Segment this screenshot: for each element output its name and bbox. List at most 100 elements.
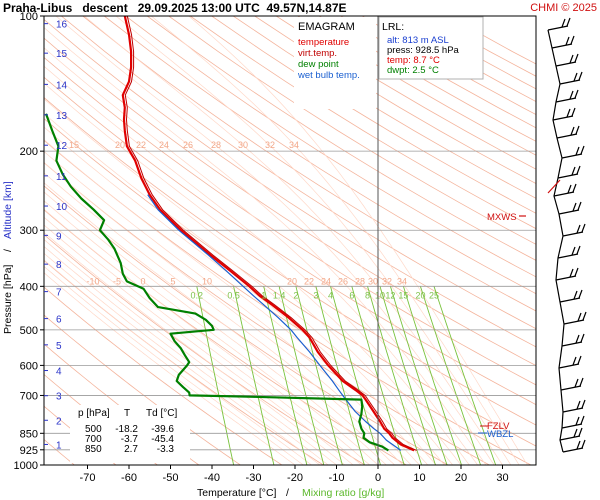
moist-adiabat-label: 30 <box>238 140 248 150</box>
y-axis-title-separator: / <box>2 249 14 252</box>
lrl-dwpt: dwpt: 2.5 °C <box>387 65 439 76</box>
wind-barb <box>561 153 583 159</box>
pressure-tick-label: 400 <box>20 281 38 293</box>
y-axis: 100 200 300 400 500 600 700 850 925 1000 <box>14 11 44 472</box>
wind-barb-flag <box>580 145 585 155</box>
wind-barb <box>557 173 579 179</box>
chart-title: Praha-Libus descent 29.09.2025 13:00 UTC… <box>3 1 347 15</box>
dry-adiabat <box>232 16 536 199</box>
moist-adiabat-label: 15 <box>69 140 79 150</box>
wind-barb-flag <box>576 440 581 450</box>
moist-adiabat-label: 5 <box>170 276 175 286</box>
wind-barb-flag <box>575 146 580 156</box>
moist-adiabat-label: 26 <box>338 276 348 286</box>
table-header-td: Td [°C] <box>146 408 177 419</box>
wind-barb-flag <box>578 289 583 299</box>
wind-barb-flag <box>575 334 580 344</box>
lrl-box: LRL: alt: 813 m ASL press: 928.5 hPa tem… <box>378 16 484 80</box>
y-axis-title: Pressure [hPa] <box>2 264 14 334</box>
pressure-tick-label: 200 <box>20 146 38 158</box>
altitude-km-label: 5 <box>56 341 62 352</box>
wind-barb-flag <box>578 427 583 437</box>
x-tick-label: -50 <box>163 472 179 484</box>
lrl-press: press: 928.5 hPa <box>387 45 460 56</box>
fzlv-label: FZLV <box>487 421 510 432</box>
wind-barb <box>547 25 569 31</box>
moist-adiabat-label: 22 <box>136 140 146 150</box>
series-layer <box>44 16 417 452</box>
mixing-ratio-label: 4 <box>328 290 333 300</box>
altitude-km-label: 13 <box>56 111 68 122</box>
moist-adiabat-label: 28 <box>355 276 365 286</box>
wind-barb-flag <box>574 267 579 277</box>
moist-adiabat-label: -10 <box>86 276 99 286</box>
wind-barb-flag <box>567 184 572 194</box>
legend-title: EMAGRAM <box>298 21 355 33</box>
wind-barb-flag <box>566 17 571 27</box>
table-cell: 850 <box>85 444 102 455</box>
mixing-ratio-label: 0.2 <box>191 290 204 300</box>
x-axis-title-mixing: Mixing ratio [g/kg] <box>302 487 384 499</box>
wind-barb-flag <box>571 107 576 117</box>
mxws-label: MXWS <box>487 212 517 223</box>
wind-barb-flag <box>582 311 587 321</box>
wind-barb-flag <box>576 400 581 410</box>
table-cell: -39.6 <box>151 424 174 435</box>
moist-adiabat-label: 24 <box>159 140 169 150</box>
wind-barb <box>558 363 580 369</box>
mixing-ratio-label: 0.5 <box>227 290 240 300</box>
x-tick-label: -40 <box>204 472 220 484</box>
moist-adiabat-label: 22 <box>304 276 314 286</box>
wind-barbs <box>547 17 587 453</box>
mixing-ratio-label: 1.4 <box>273 290 286 300</box>
altitude-km-label: 12 <box>56 141 68 152</box>
pressure-tick-label: 925 <box>20 445 38 457</box>
wind-barb-flag <box>572 202 577 212</box>
wind-barb-flag <box>570 126 575 136</box>
mixing-ratio-label: 12 <box>385 290 395 300</box>
altitude-km-label: 15 <box>56 49 68 60</box>
dry-adiabat <box>61 16 536 330</box>
x-tick-label: -70 <box>80 472 96 484</box>
dry-adiabat <box>189 16 536 230</box>
altitude-km-label: 10 <box>56 202 68 213</box>
mixing-ratio-label: 20 <box>415 290 425 300</box>
altitude-km-label: 16 <box>56 20 68 31</box>
x-tick-label: -20 <box>287 472 303 484</box>
mixing-ratio-label: 10 <box>375 290 385 300</box>
moist-adiabat-label: 26 <box>183 140 193 150</box>
wind-barb-flag <box>572 356 577 366</box>
x-tick-label: -60 <box>121 472 137 484</box>
dew-point-line <box>44 113 389 452</box>
altitude-km-label: 8 <box>56 260 62 271</box>
wind-barb-flag <box>580 333 585 343</box>
moist-adiabat-label: 24 <box>321 276 331 286</box>
table-header-t: T <box>124 408 130 419</box>
table-header-p: p [hPa] <box>78 408 110 419</box>
moist-adiabat-label: 30 <box>368 276 378 286</box>
virtual-temperature-line <box>124 16 417 451</box>
altitude-km-label: 1 <box>56 440 62 451</box>
mixing-ratio-label: 8 <box>365 290 370 300</box>
level-annotations: MXWS FZLV WBZL <box>478 212 526 440</box>
wind-barb-flag <box>574 53 579 63</box>
wind-barb-flag <box>577 312 582 322</box>
wind-barb-flag <box>576 224 581 234</box>
wind-barb <box>552 115 574 121</box>
mixing-ratio-label: 6 <box>349 290 354 300</box>
wind-barb-flag <box>581 439 586 449</box>
wind-barb-flag <box>579 377 584 387</box>
wind-barb-flag <box>575 125 580 135</box>
altitude-km-label: 14 <box>56 80 68 91</box>
wind-barb-flag <box>565 36 570 46</box>
dry-adiabat <box>103 16 536 295</box>
moist-adiabat-label: 0 <box>140 276 145 286</box>
table-cell: -3.7 <box>121 434 139 445</box>
wind-barb-flag <box>581 399 586 409</box>
wind-barb <box>559 79 581 85</box>
table-cell: -18.2 <box>115 424 138 435</box>
wind-barb-flag <box>576 165 581 175</box>
